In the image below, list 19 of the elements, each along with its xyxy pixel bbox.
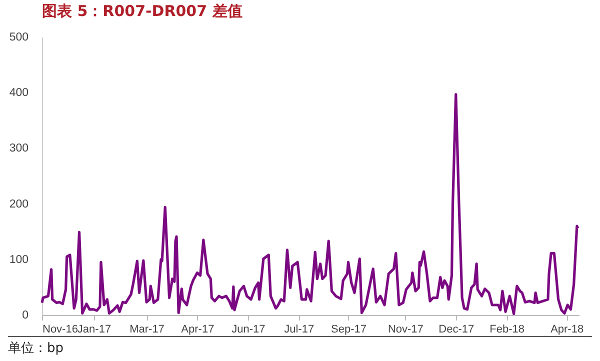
y-tick-label: 400 (9, 87, 28, 100)
x-tick-label: Apr-17 (181, 324, 214, 336)
x-tick-label: Nov-17 (388, 324, 424, 336)
y-tick-label: 0 (22, 310, 28, 322)
x-tick-label: Apr-18 (550, 324, 584, 336)
x-tick-label: Sep-17 (331, 324, 367, 336)
y-tick-label: 200 (9, 198, 28, 210)
x-tick-label: Dec-17 (438, 324, 474, 336)
x-tick-label: Nov-16 (42, 324, 78, 336)
chart-title: 图表 5：R007-DR007 差值 (42, 2, 242, 20)
y-tick-label: 100 (9, 254, 28, 266)
y-tick-label: 300 (9, 142, 28, 155)
y-tick-label: 500 (9, 32, 28, 44)
x-tick-label: Jun-17 (232, 324, 266, 336)
x-tick-label: Jan-17 (77, 324, 112, 336)
x-tick-label: Feb-18 (490, 324, 524, 336)
text: 单位：bp (8, 336, 592, 357)
x-tick-label: Mar-17 (130, 324, 164, 336)
x-tick-label: Jul-17 (284, 324, 314, 336)
